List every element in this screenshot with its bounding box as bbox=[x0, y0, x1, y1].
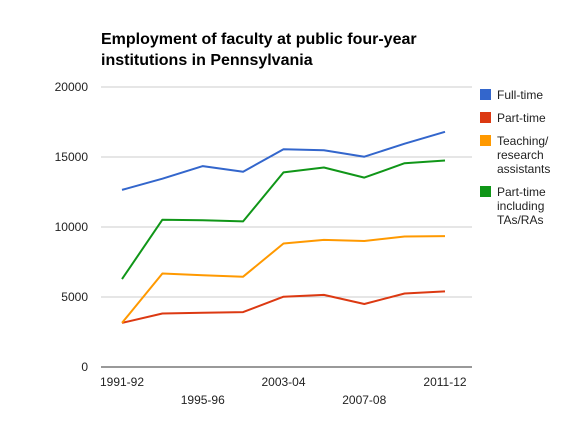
legend-swatch-0 bbox=[480, 89, 491, 100]
gridlines bbox=[101, 86, 472, 368]
y-tick-label: 0 bbox=[81, 360, 88, 374]
legend-swatch-2 bbox=[480, 135, 491, 146]
legend-label-3: TAs/RAs bbox=[497, 213, 543, 227]
legend-swatch-3 bbox=[480, 186, 491, 197]
series-line-3 bbox=[121, 159, 446, 280]
legend-label-2: research bbox=[497, 148, 544, 162]
x-tick-label: 2011-12 bbox=[423, 375, 466, 389]
legend-swatch-1 bbox=[480, 112, 491, 123]
chart-title-line-1: Employment of faculty at public four-yea… bbox=[101, 31, 417, 48]
legend: Full-time Part-time Teaching/researchassis… bbox=[480, 88, 550, 227]
x-axis-ticks: 1991-92 2003-04 2011-12 1995-96 2007-08 bbox=[100, 375, 467, 407]
x-tick-label: 2007-08 bbox=[342, 393, 386, 407]
series-line-1 bbox=[121, 290, 446, 324]
series-line-2 bbox=[121, 235, 446, 324]
y-axis-ticks: 20000 15000 10000 5000 0 bbox=[55, 80, 89, 374]
x-tick-label: 1991-92 bbox=[100, 375, 144, 389]
y-tick-label: 10000 bbox=[55, 220, 89, 234]
chart-title-line-2: institutions in Pennsylvania bbox=[101, 52, 313, 69]
legend-label-3: Part-time bbox=[497, 185, 546, 199]
legend-label-1: Part-time bbox=[497, 111, 546, 125]
y-tick-label: 15000 bbox=[55, 150, 89, 164]
x-tick-label: 1995-96 bbox=[181, 393, 225, 407]
y-tick-label: 20000 bbox=[55, 80, 89, 94]
series-lines bbox=[121, 130, 446, 324]
y-tick-label: 5000 bbox=[61, 290, 88, 304]
legend-label-2: assistants bbox=[497, 162, 550, 176]
series-line-0 bbox=[121, 130, 446, 191]
legend-label-3: including bbox=[497, 199, 544, 213]
legend-label-2: Teaching/ bbox=[497, 134, 549, 148]
legend-label-0: Full-time bbox=[497, 88, 543, 102]
x-tick-label: 2003-04 bbox=[261, 375, 305, 389]
